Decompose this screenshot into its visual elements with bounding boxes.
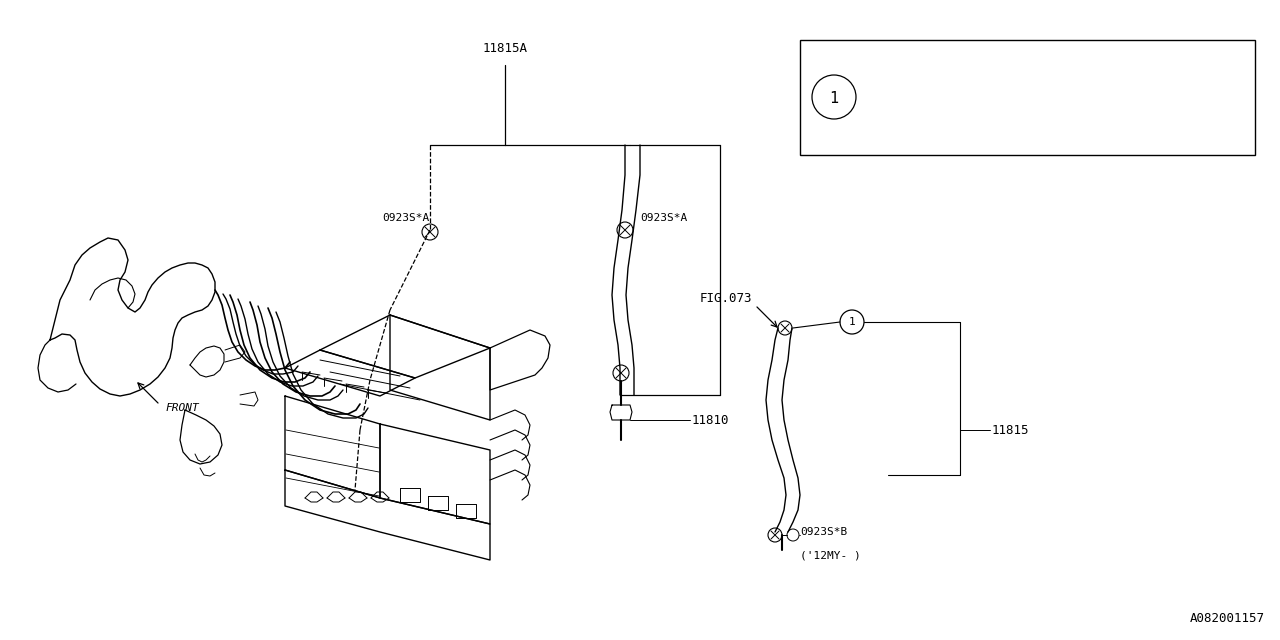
Text: FIG.073 <'12MY1105- >: FIG.073 <'12MY1105- > <box>878 118 1036 131</box>
Text: A082001157: A082001157 <box>1190 612 1265 625</box>
Circle shape <box>840 310 864 334</box>
Bar <box>800 40 1254 155</box>
Text: F91908 < -'11MY1108>: F91908 < -'11MY1108> <box>878 61 1028 74</box>
Text: FRONT: FRONT <box>165 403 198 413</box>
Text: 0923S*B: 0923S*B <box>800 527 847 537</box>
Text: FIG.073: FIG.073 <box>700 291 753 305</box>
Text: 11815A: 11815A <box>483 42 527 55</box>
Text: 11815: 11815 <box>992 424 1029 436</box>
Text: 11810: 11810 <box>692 413 730 426</box>
Text: ('12MY- ): ('12MY- ) <box>800 551 860 561</box>
Text: 0923S*A: 0923S*A <box>381 213 429 223</box>
Text: 1: 1 <box>829 90 838 106</box>
Text: 1: 1 <box>849 317 855 327</box>
Text: 0923S*A: 0923S*A <box>640 213 687 223</box>
